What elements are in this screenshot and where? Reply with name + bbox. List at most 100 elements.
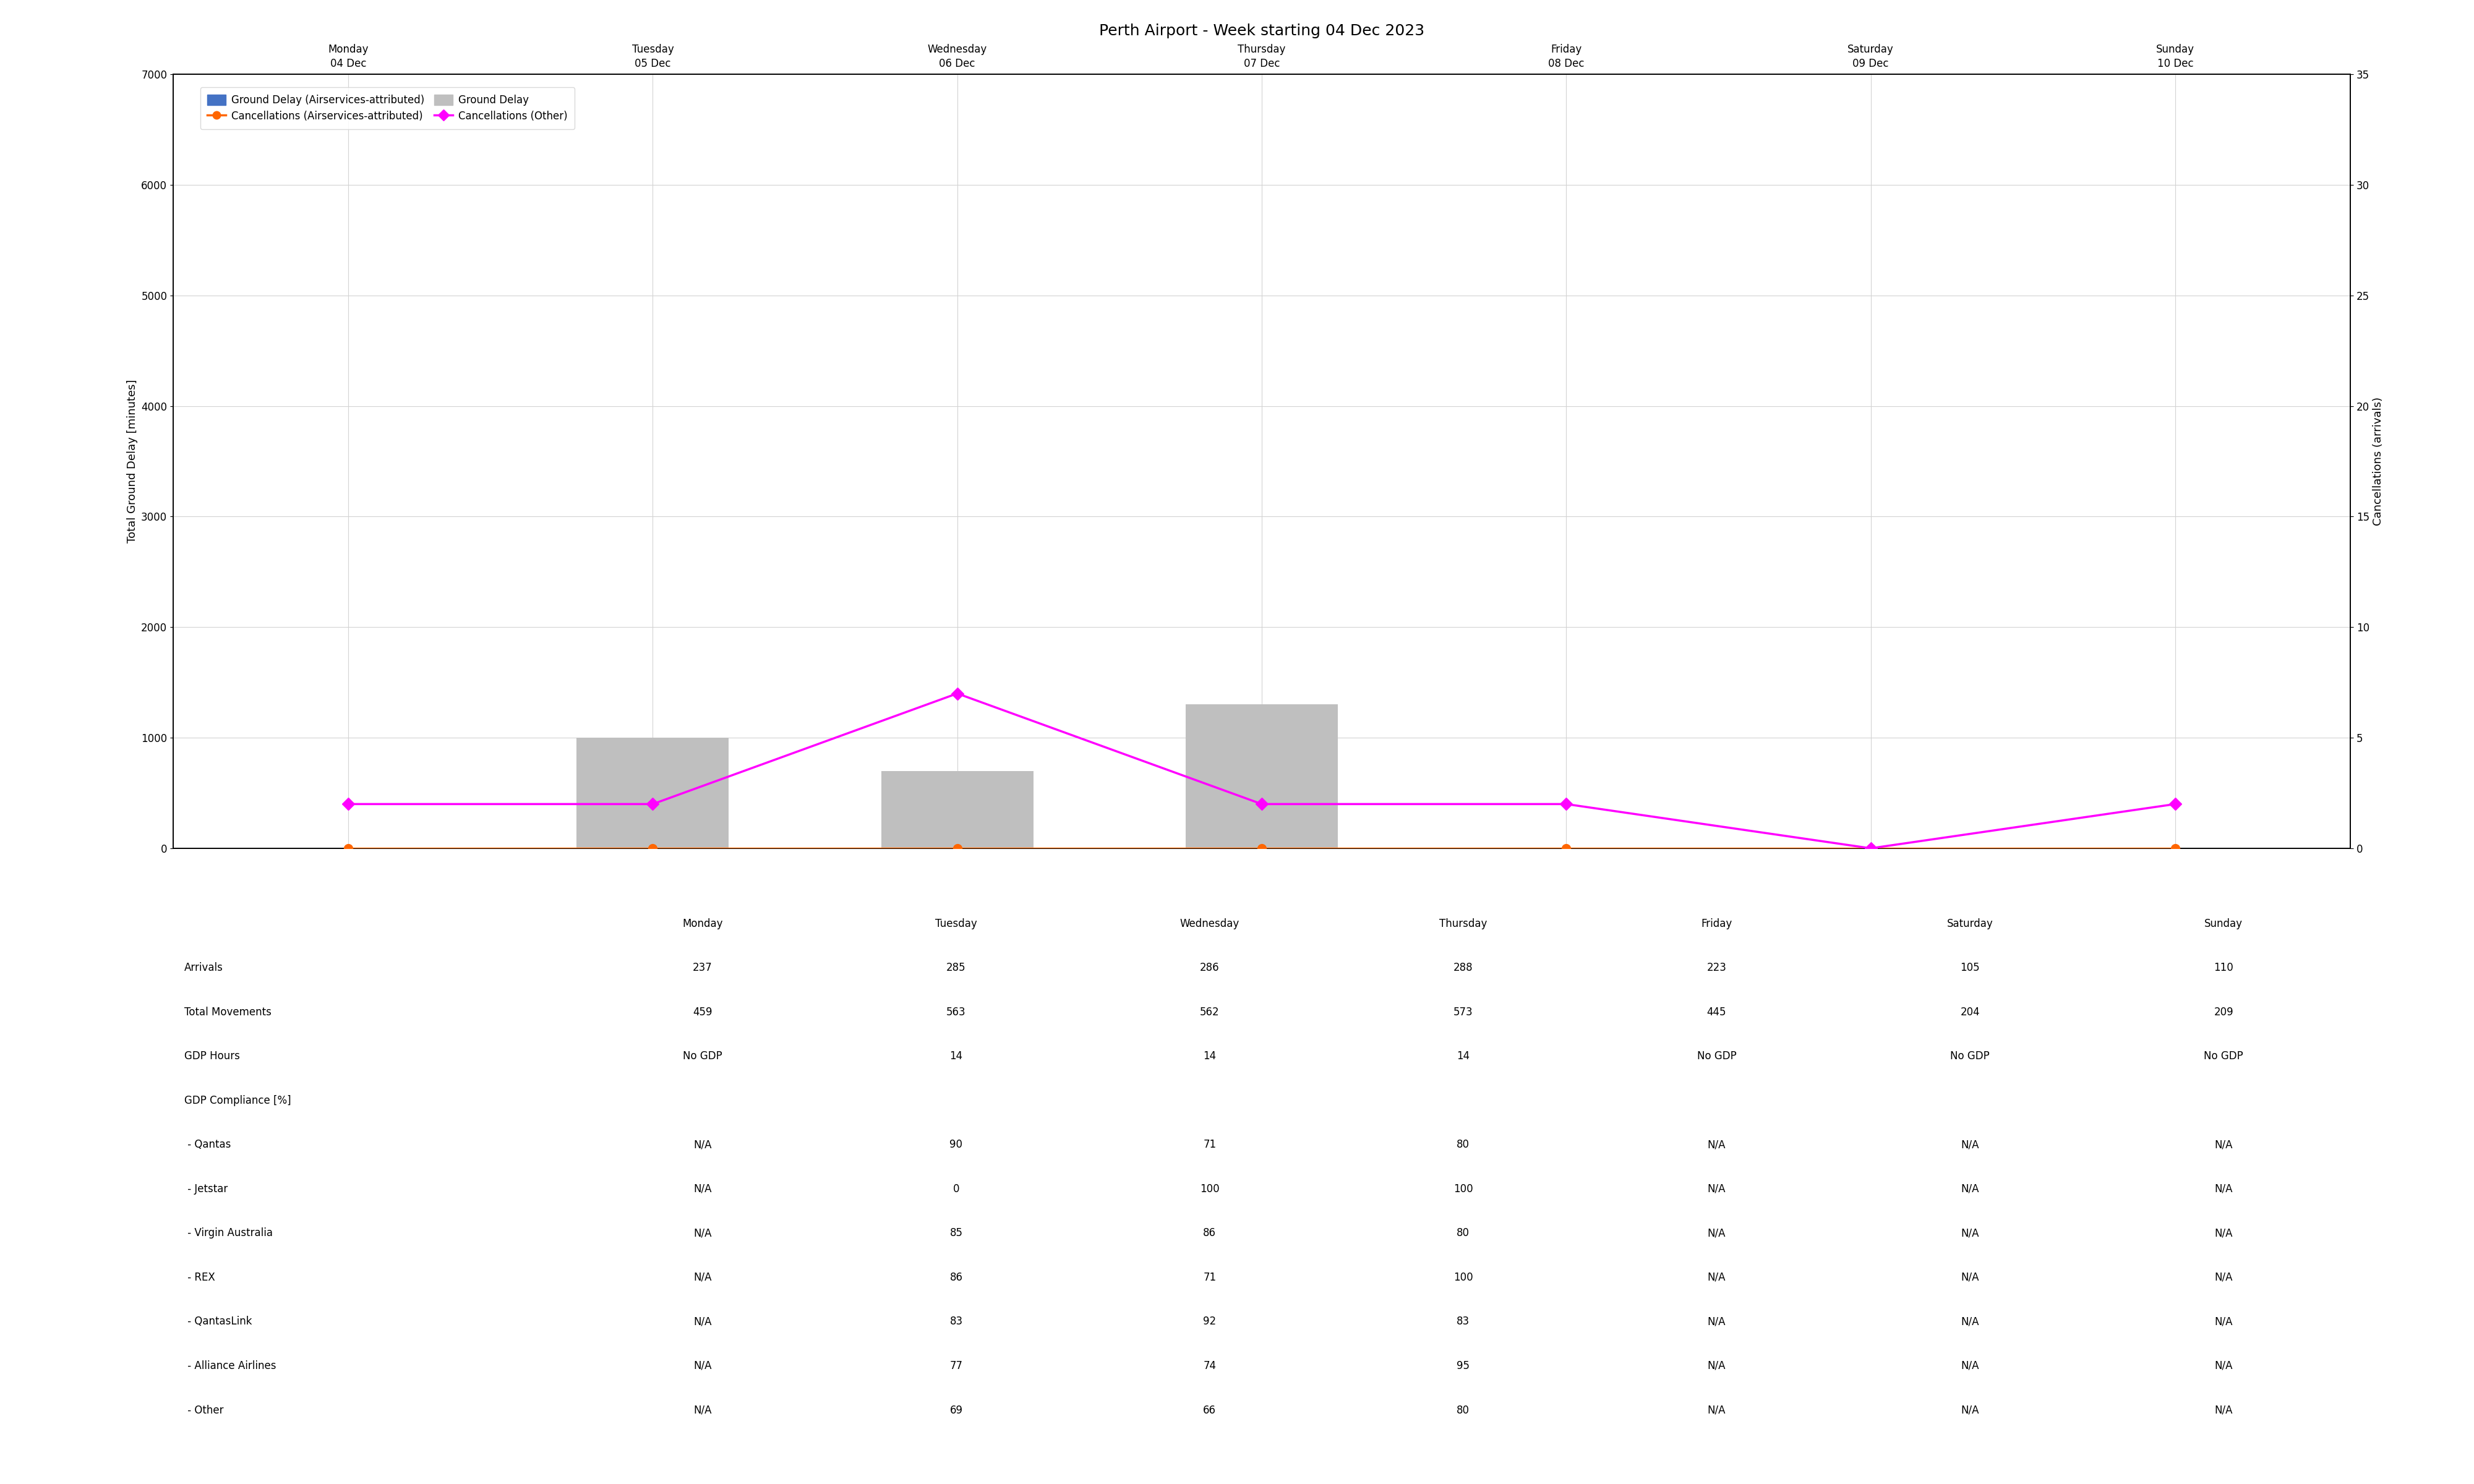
Text: - QantasLink: - QantasLink — [183, 1316, 252, 1327]
Text: - Other: - Other — [183, 1404, 223, 1416]
Text: 80: 80 — [1457, 1404, 1470, 1416]
Text: 85: 85 — [950, 1227, 962, 1239]
Text: N/A: N/A — [2214, 1227, 2232, 1239]
Text: N/A: N/A — [1962, 1227, 1979, 1239]
Text: 563: 563 — [948, 1006, 965, 1018]
Text: 71: 71 — [1202, 1140, 1217, 1150]
Text: 573: 573 — [1452, 1006, 1472, 1018]
Text: N/A: N/A — [2214, 1183, 2232, 1195]
Cancellations (Other) — [943, 684, 972, 702]
Text: 288: 288 — [1452, 962, 1472, 974]
Text: GDP Hours: GDP Hours — [183, 1051, 240, 1063]
Text: Total Movements: Total Movements — [183, 1006, 272, 1018]
Bar — [576, 738, 730, 849]
Text: 459: 459 — [693, 1006, 713, 1018]
Cancellations (Airservices-attributed) — [638, 840, 668, 858]
Line: Cancellations (Airservices-attributed): Cancellations (Airservices-attributed) — [344, 844, 2180, 853]
Cancellations (Other) — [1551, 795, 1581, 813]
Text: No GDP: No GDP — [1950, 1051, 1989, 1063]
Cancellations (Other) — [1856, 840, 1885, 858]
Text: 0: 0 — [952, 1183, 960, 1195]
Text: - Qantas: - Qantas — [183, 1140, 230, 1150]
Text: N/A: N/A — [693, 1361, 713, 1371]
Text: 69: 69 — [950, 1404, 962, 1416]
Text: 100: 100 — [1200, 1183, 1220, 1195]
Text: N/A: N/A — [1707, 1183, 1727, 1195]
Text: N/A: N/A — [1707, 1227, 1727, 1239]
Title: Perth Airport - Week starting 04 Dec 2023: Perth Airport - Week starting 04 Dec 202… — [1098, 24, 1425, 39]
Text: N/A: N/A — [1962, 1316, 1979, 1327]
Text: No GDP: No GDP — [683, 1051, 722, 1063]
Cancellations (Airservices-attributed) — [1247, 840, 1277, 858]
Text: N/A: N/A — [693, 1272, 713, 1284]
Text: Saturday: Saturday — [1947, 919, 1994, 929]
Text: 80: 80 — [1457, 1140, 1470, 1150]
Text: 83: 83 — [950, 1316, 962, 1327]
Text: 83: 83 — [1457, 1316, 1470, 1327]
Legend: Ground Delay (Airservices-attributed), Cancellations (Airservices-attributed), G: Ground Delay (Airservices-attributed), C… — [200, 88, 574, 129]
Text: N/A: N/A — [2214, 1361, 2232, 1371]
Text: - REX: - REX — [183, 1272, 215, 1284]
Text: 95: 95 — [1457, 1361, 1470, 1371]
Text: 204: 204 — [1959, 1006, 1979, 1018]
Text: N/A: N/A — [1962, 1404, 1979, 1416]
Text: 86: 86 — [950, 1272, 962, 1284]
Text: 71: 71 — [1202, 1272, 1217, 1284]
Text: No GDP: No GDP — [2204, 1051, 2244, 1063]
Text: N/A: N/A — [2214, 1140, 2232, 1150]
Cancellations (Airservices-attributed) — [334, 840, 364, 858]
Text: N/A: N/A — [1707, 1361, 1727, 1371]
Text: 14: 14 — [1202, 1051, 1217, 1063]
Text: 80: 80 — [1457, 1227, 1470, 1239]
Text: - Virgin Australia: - Virgin Australia — [183, 1227, 272, 1239]
Text: N/A: N/A — [1707, 1316, 1727, 1327]
Text: 92: 92 — [1202, 1316, 1217, 1327]
Text: 237: 237 — [693, 962, 713, 974]
Cancellations (Other) — [2160, 795, 2189, 813]
Text: 562: 562 — [1200, 1006, 1220, 1018]
Text: 90: 90 — [950, 1140, 962, 1150]
Cancellations (Other) — [638, 795, 668, 813]
Text: N/A: N/A — [693, 1227, 713, 1239]
Cancellations (Airservices-attributed) — [943, 840, 972, 858]
Y-axis label: Total Ground Delay [minutes]: Total Ground Delay [minutes] — [126, 380, 139, 543]
Text: 209: 209 — [2214, 1006, 2234, 1018]
Text: 74: 74 — [1202, 1361, 1217, 1371]
Text: N/A: N/A — [1707, 1404, 1727, 1416]
Text: 223: 223 — [1707, 962, 1727, 974]
Text: - Alliance Airlines: - Alliance Airlines — [183, 1361, 277, 1371]
Text: Monday: Monday — [683, 919, 722, 929]
Text: N/A: N/A — [2214, 1404, 2232, 1416]
Text: 105: 105 — [1959, 962, 1979, 974]
Text: 66: 66 — [1202, 1404, 1217, 1416]
Bar — [1185, 705, 1338, 849]
Text: - Jetstar: - Jetstar — [183, 1183, 228, 1195]
Text: Sunday: Sunday — [2204, 919, 2244, 929]
Text: 285: 285 — [948, 962, 965, 974]
Cancellations (Other) — [1247, 795, 1277, 813]
Y-axis label: Cancellations (arrivals): Cancellations (arrivals) — [2373, 396, 2385, 525]
Text: Arrivals: Arrivals — [183, 962, 223, 974]
Text: N/A: N/A — [1707, 1140, 1727, 1150]
Text: N/A: N/A — [1707, 1272, 1727, 1284]
Text: N/A: N/A — [693, 1404, 713, 1416]
Cancellations (Airservices-attributed) — [1856, 840, 1885, 858]
Text: 100: 100 — [1452, 1272, 1472, 1284]
Text: 86: 86 — [1202, 1227, 1217, 1239]
Text: Thursday: Thursday — [1440, 919, 1487, 929]
Text: N/A: N/A — [2214, 1272, 2232, 1284]
Text: 14: 14 — [1457, 1051, 1470, 1063]
Text: 445: 445 — [1707, 1006, 1727, 1018]
Line: Cancellations (Other): Cancellations (Other) — [344, 689, 2180, 853]
Text: N/A: N/A — [693, 1183, 713, 1195]
Text: 100: 100 — [1452, 1183, 1472, 1195]
Text: N/A: N/A — [693, 1316, 713, 1327]
Text: Wednesday: Wednesday — [1180, 919, 1239, 929]
Cancellations (Other) — [334, 795, 364, 813]
Text: N/A: N/A — [2214, 1316, 2232, 1327]
Text: N/A: N/A — [1962, 1183, 1979, 1195]
Text: Tuesday: Tuesday — [935, 919, 977, 929]
Text: No GDP: No GDP — [1697, 1051, 1737, 1063]
Text: 14: 14 — [950, 1051, 962, 1063]
Text: 110: 110 — [2214, 962, 2234, 974]
